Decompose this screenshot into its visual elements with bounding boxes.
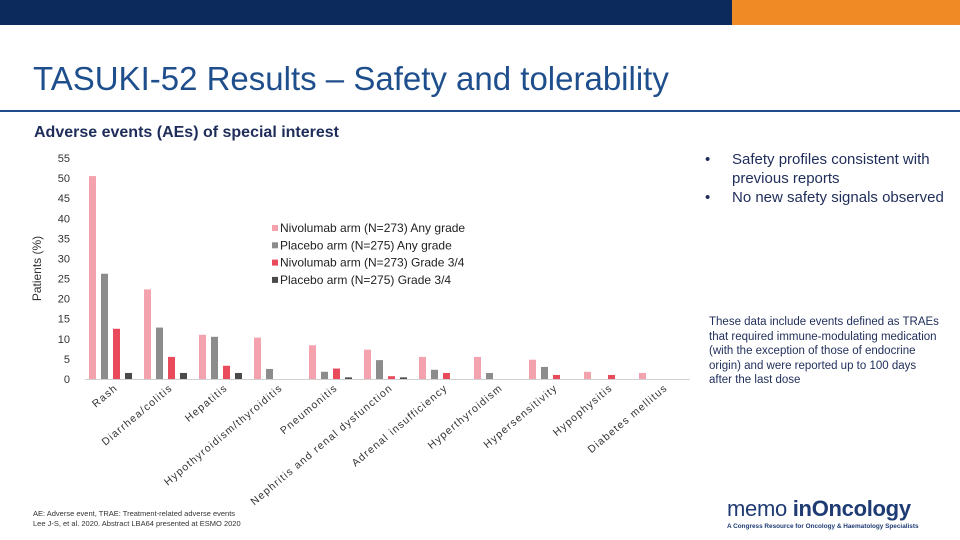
- top-bar-orange: [732, 0, 960, 25]
- bar: [321, 371, 328, 379]
- bullet-text: No new safety signals observed: [732, 189, 944, 206]
- footer-abbreviations: AE: Adverse event, TRAE: Treatment-relat…: [33, 509, 236, 518]
- y-tick-label: 5: [64, 354, 70, 366]
- bar: [419, 356, 426, 379]
- bar: [376, 360, 383, 379]
- bullet-text: Safety profiles consistent with previous…: [732, 151, 930, 187]
- bar: [235, 372, 242, 379]
- legend-label: Nivolumab arm (N=273) Any grade: [280, 221, 465, 235]
- y-tick-label: 20: [58, 294, 70, 306]
- legend-swatch: [272, 259, 278, 266]
- bar: [333, 368, 340, 379]
- title-divider: [0, 110, 960, 112]
- bar: [254, 337, 261, 379]
- legend-label: Placebo arm (N=275) Grade 3/4: [280, 273, 451, 287]
- legend-swatch: [272, 225, 278, 231]
- bullet-item: • Safety profiles consistent with previou…: [705, 150, 945, 188]
- bar: [388, 376, 395, 379]
- bar: [345, 377, 352, 379]
- bar: [529, 359, 536, 379]
- y-tick-label: 15: [58, 314, 70, 326]
- bullet-list: • Safety profiles consistent with previou…: [705, 150, 945, 207]
- bar: [553, 374, 560, 379]
- y-tick-label: 25: [58, 274, 70, 286]
- y-tick-label: 10: [58, 334, 70, 346]
- legend-label: Nivolumab arm (N=273) Grade 3/4: [280, 256, 465, 270]
- y-tick-label: 0: [64, 374, 70, 386]
- x-category-label: Hypothyroidism/thyroiditis: [162, 382, 285, 488]
- y-axis-label: Patients (%): [30, 236, 44, 301]
- slide-title: TASUKI-52 Results – Safety and tolerabil…: [33, 60, 669, 97]
- memo-inoncology-logo: memo inOncology A Congress Resource for …: [727, 496, 919, 530]
- bar: [113, 328, 120, 379]
- bar: [211, 336, 218, 379]
- bar: [400, 377, 407, 379]
- bar: [309, 345, 316, 379]
- y-tick-label: 55: [58, 153, 70, 165]
- bar: [223, 365, 230, 379]
- logo-wordmark: memo inOncology: [727, 496, 911, 521]
- y-tick-label: 50: [58, 173, 70, 185]
- y-tick-label: 35: [58, 233, 70, 245]
- bar: [266, 368, 273, 379]
- legend-label: Placebo arm (N=275) Any grade: [280, 238, 452, 252]
- bar: [125, 372, 132, 379]
- y-tick-label: 30: [58, 253, 70, 265]
- bar: [101, 273, 108, 379]
- y-tick-label: 40: [58, 213, 70, 225]
- slide-subtitle: Adverse events (AEs) of special interest: [34, 124, 340, 141]
- bar: [364, 349, 371, 379]
- bullet-item: • No new safety signals observed: [705, 189, 944, 206]
- bar: [89, 176, 96, 379]
- bar: [639, 372, 646, 379]
- x-category-label: Hepatitis: [183, 382, 230, 424]
- bar: [180, 372, 187, 379]
- legend-swatch: [272, 242, 278, 249]
- bar: [431, 369, 438, 379]
- bar: [541, 366, 548, 379]
- footer-reference: Lee J-S, et al. 2020. Abstract LBA64 pre…: [33, 519, 241, 528]
- y-tick-label: 45: [58, 193, 70, 205]
- bar: [156, 327, 163, 379]
- top-bar-navy: [0, 0, 732, 25]
- legend-swatch: [272, 276, 278, 283]
- footer: AE: Adverse event, TRAE: Treatment-relat…: [33, 509, 241, 529]
- bar: [144, 289, 151, 379]
- logo-tagline: A Congress Resource for Oncology & Haema…: [727, 523, 919, 530]
- bar: [168, 356, 175, 379]
- data-note: These data include events defined as TRA…: [709, 316, 939, 386]
- bar: [584, 371, 591, 379]
- x-category-label: Rash: [90, 382, 120, 410]
- bar: [486, 372, 493, 379]
- bar: [474, 356, 481, 379]
- bar: [443, 372, 450, 379]
- bar: [608, 374, 615, 379]
- x-category-label: Adrenal insufficiency: [350, 382, 451, 469]
- bar: [199, 334, 206, 379]
